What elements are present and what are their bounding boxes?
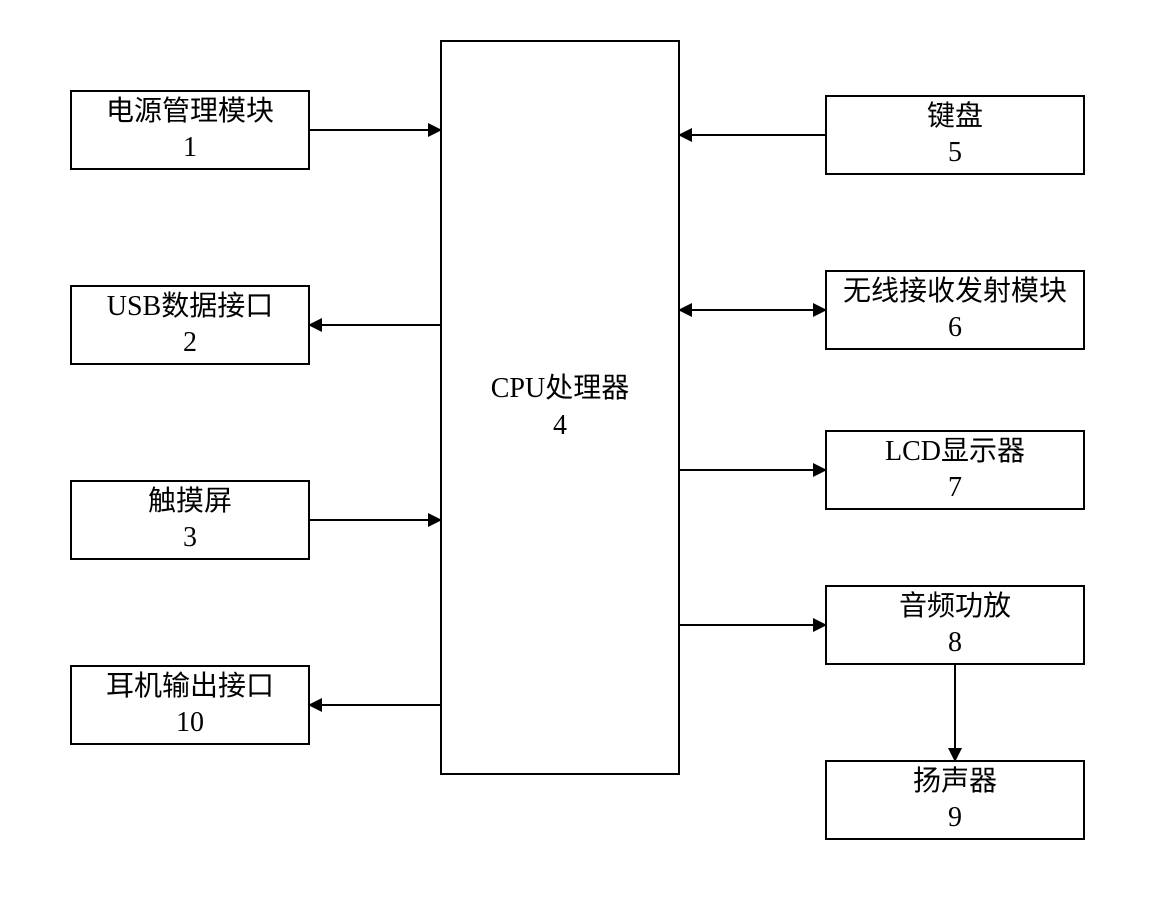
node-label: 触摸屏 [148,484,232,520]
node-speaker: 扬声器 9 [825,760,1085,840]
node-number: 6 [948,310,962,346]
node-touchscreen: 触摸屏 3 [70,480,310,560]
node-number: 4 [553,408,567,444]
node-usb-interface: USB数据接口 2 [70,285,310,365]
node-number: 7 [948,470,962,506]
node-number: 1 [183,130,197,166]
node-label: USB数据接口 [107,289,273,325]
block-diagram: 电源管理模块 1 USB数据接口 2 触摸屏 3 耳机输出接口 10 CPU处理… [0,0,1155,921]
node-keyboard: 键盘 5 [825,95,1085,175]
node-power-management: 电源管理模块 1 [70,90,310,170]
node-label: 键盘 [927,99,983,135]
node-cpu: CPU处理器 4 [440,40,680,775]
node-label: 电源管理模块 [106,94,274,130]
node-number: 10 [176,705,204,741]
node-number: 5 [948,135,962,171]
node-label: LCD显示器 [885,434,1025,470]
node-audio-amp: 音频功放 8 [825,585,1085,665]
node-headphone-out: 耳机输出接口 10 [70,665,310,745]
node-label: 音频功放 [899,589,1011,625]
node-lcd: LCD显示器 7 [825,430,1085,510]
node-label: 无线接收发射模块 [843,274,1067,310]
node-label: 扬声器 [913,764,997,800]
node-number: 8 [948,625,962,661]
node-number: 3 [183,520,197,556]
node-number: 9 [948,800,962,836]
node-label: CPU处理器 [491,371,629,407]
node-number: 2 [183,325,197,361]
node-wireless: 无线接收发射模块 6 [825,270,1085,350]
node-label: 耳机输出接口 [106,669,274,705]
